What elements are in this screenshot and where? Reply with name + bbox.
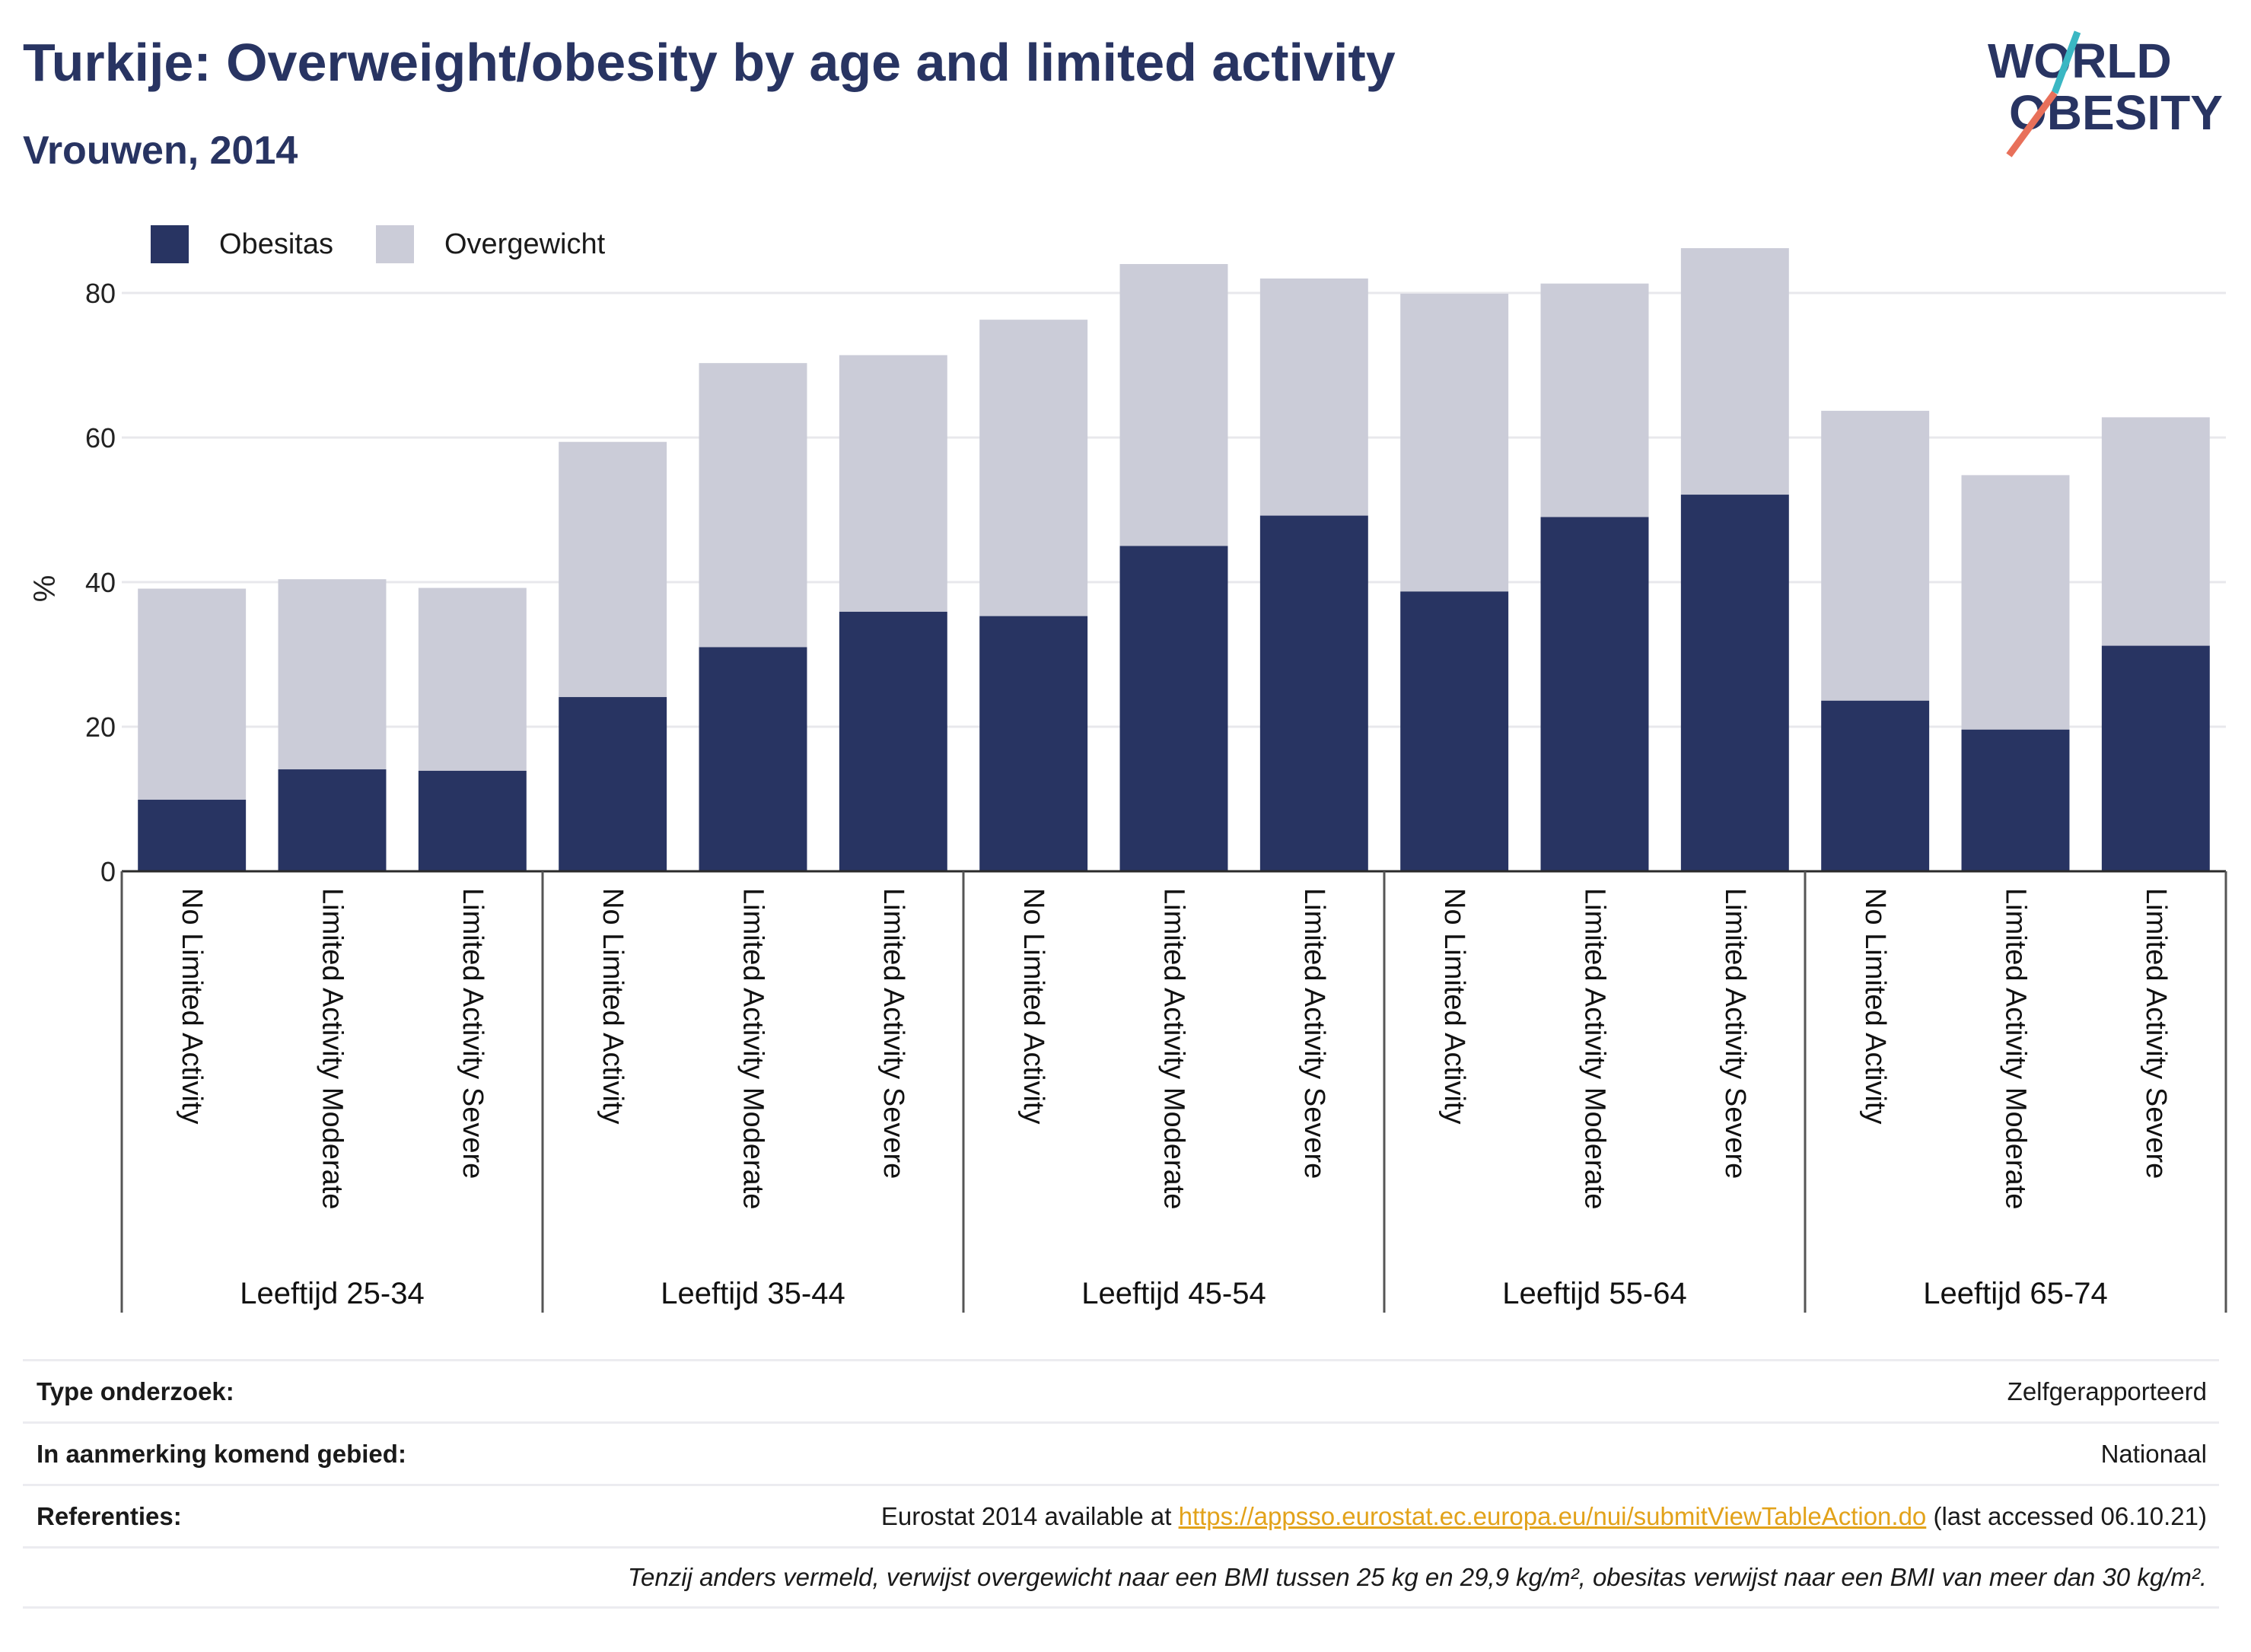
- info-row-references: Referenties: Eurostat 2014 available at …: [23, 1484, 2219, 1546]
- reference-link[interactable]: https://appsso.eurostat.ec.europa.eu/nui…: [1178, 1501, 1927, 1530]
- bar-obesitas: [1259, 515, 1368, 871]
- page-title: Turkije: Overweight/obesity by age and l…: [23, 33, 1396, 92]
- bar-overgewicht: [839, 355, 947, 612]
- x-category-label: Limited Activity Severe: [877, 888, 909, 1179]
- x-category-label: Limited Activity Moderate: [1158, 888, 1190, 1209]
- x-category-label: No Limited Activity: [1438, 888, 1470, 1124]
- x-category-label: No Limited Activity: [176, 888, 208, 1124]
- logo-line2: OBESITY: [2009, 85, 2223, 140]
- bar-overgewicht: [2101, 417, 2210, 646]
- bar-obesitas: [839, 611, 947, 871]
- bar-obesitas: [699, 647, 807, 871]
- reference-prefix: Eurostat 2014 available at: [880, 1501, 1179, 1530]
- bar-obesitas: [138, 799, 247, 871]
- bar-obesitas: [278, 769, 387, 871]
- x-category-label: No Limited Activity: [1859, 888, 1891, 1124]
- info-table: Type onderzoek: Zelfgerapporteerd In aan…: [23, 1359, 2219, 1609]
- x-group-label: Leeftijd 65-74: [1923, 1277, 2107, 1310]
- legend-swatch-obesitas: [151, 225, 189, 263]
- x-group-label: Leeftijd 45-54: [1081, 1277, 1266, 1310]
- world-obesity-logo: WORLD OBESITY: [1988, 30, 2223, 158]
- info-row-area: In aanmerking komend gebied: Nationaal: [23, 1421, 2219, 1484]
- logo-line1: WORLD: [1988, 33, 2172, 88]
- x-category-label: Limited Activity Severe: [1719, 888, 1751, 1179]
- info-label: Type onderzoek:: [37, 1377, 234, 1405]
- info-row-survey-type: Type onderzoek: Zelfgerapporteerd: [23, 1359, 2219, 1421]
- info-label: Referenties:: [37, 1501, 182, 1530]
- x-category-label: Limited Activity Moderate: [1579, 888, 1611, 1209]
- x-category-label: Limited Activity Moderate: [737, 888, 769, 1209]
- chart-legend: Obesitas Overgewicht: [151, 225, 648, 263]
- bar-overgewicht: [1680, 248, 1789, 495]
- reference-suffix: (last accessed 06.10.21): [1926, 1501, 2207, 1530]
- bar-obesitas: [1961, 729, 2070, 871]
- bar-overgewicht: [418, 587, 527, 771]
- x-category-label: Limited Activity Moderate: [317, 888, 349, 1209]
- info-label: In aanmerking komend gebied:: [37, 1439, 406, 1468]
- x-group-label: Leeftijd 55-64: [1502, 1277, 1686, 1310]
- bar-overgewicht: [278, 579, 387, 770]
- bar-obesitas: [418, 770, 527, 871]
- legend-label-overgewicht: Overgewicht: [444, 228, 606, 260]
- y-tick-label: 40: [85, 567, 116, 598]
- stacked-bar-chart: 0 20 40 60 80% No Limited Activity Limited Act…: [28, 248, 2227, 1313]
- bmi-note: Tenzij anders vermeld, verwijst overgewi…: [627, 1563, 2207, 1591]
- bar-obesitas: [1680, 495, 1789, 871]
- legend-item-obesitas: Obesitas: [151, 225, 333, 263]
- bar-overgewicht: [1961, 475, 2070, 730]
- bar-overgewicht: [1119, 264, 1228, 546]
- bar-obesitas: [559, 697, 667, 871]
- x-category-label: Limited Activity Severe: [1298, 888, 1330, 1179]
- x-category-label: Limited Activity Moderate: [2000, 888, 2032, 1209]
- bar-obesitas: [1119, 546, 1228, 871]
- bar-overgewicht: [1821, 410, 1930, 701]
- x-category-label: No Limited Activity: [597, 888, 629, 1124]
- y-axis-label: %: [28, 575, 62, 603]
- bar-overgewicht: [1400, 293, 1509, 592]
- info-value: Eurostat 2014 available at https://appss…: [881, 1502, 2207, 1531]
- x-category-label: Limited Activity Severe: [457, 888, 489, 1179]
- bar-overgewicht: [699, 363, 807, 648]
- page-subtitle: Vrouwen, 2014: [23, 129, 298, 173]
- y-tick-label: 60: [85, 422, 116, 454]
- info-row-note: Tenzij anders vermeld, verwijst overgewi…: [23, 1546, 2219, 1609]
- info-value: Nationaal: [2100, 1439, 2207, 1468]
- bar-obesitas: [979, 616, 1088, 871]
- x-group-label: Leeftijd 35-44: [661, 1277, 845, 1310]
- y-tick-label: 80: [85, 278, 116, 309]
- x-category-label: No Limited Activity: [1017, 888, 1049, 1124]
- bar-overgewicht: [138, 588, 247, 800]
- info-value: Zelfgerapporteerd: [2007, 1377, 2207, 1405]
- bar-obesitas: [1400, 591, 1509, 871]
- bar-obesitas: [1540, 517, 1649, 871]
- bar-overgewicht: [559, 441, 667, 698]
- legend-item-overgewicht: Overgewicht: [375, 225, 606, 263]
- y-tick-label: 0: [100, 856, 116, 887]
- legend-label-obesitas: Obesitas: [219, 228, 333, 260]
- bar-overgewicht: [1540, 283, 1649, 517]
- logo-slash-coral: [2006, 91, 2058, 158]
- y-tick-label: 20: [85, 711, 116, 743]
- bar-obesitas: [1821, 700, 1930, 871]
- x-group-label: Leeftijd 25-34: [240, 1277, 424, 1310]
- bar-overgewicht: [1259, 279, 1368, 516]
- bar-obesitas: [2101, 645, 2210, 871]
- legend-swatch-overgewicht: [375, 225, 414, 263]
- logo-slash-teal: [2051, 30, 2081, 94]
- bar-overgewicht: [979, 320, 1088, 616]
- x-category-label: Limited Activity Severe: [2140, 888, 2172, 1179]
